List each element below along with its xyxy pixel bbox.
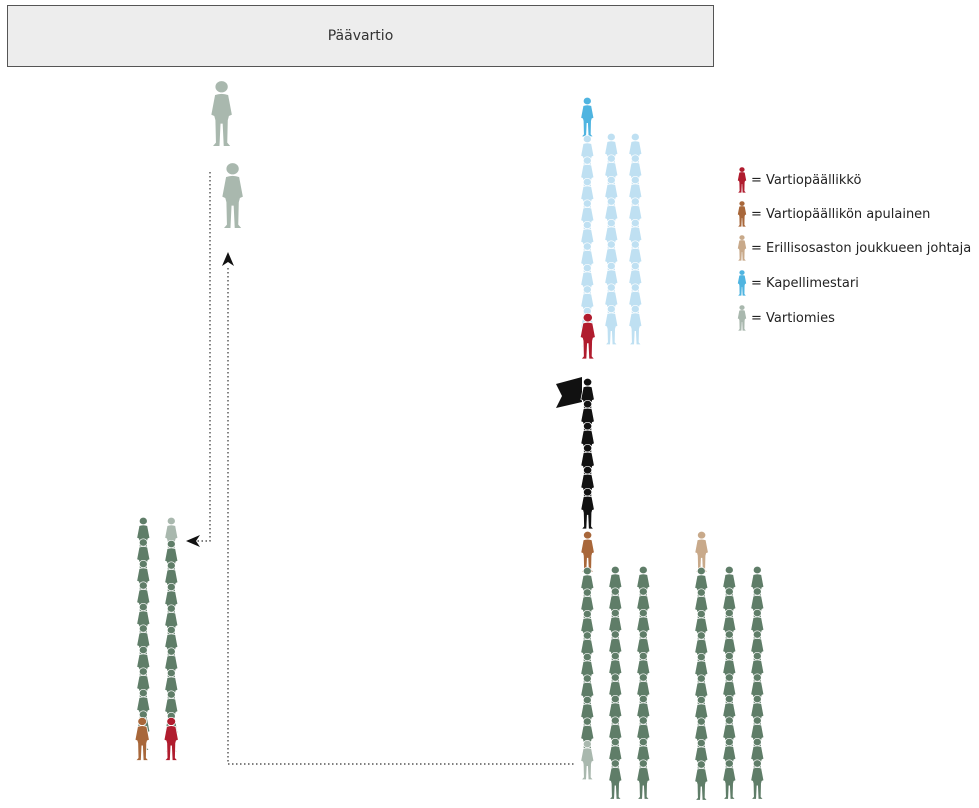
guard-soldier-figure xyxy=(722,759,737,800)
legend-label: = Erillisosaston joukkueen johtaja xyxy=(751,240,972,256)
sentry-figure xyxy=(220,161,245,230)
movement-paths xyxy=(186,172,575,765)
guard-soldier-figure xyxy=(636,759,651,800)
platoon-leader-figure-icon xyxy=(737,235,747,261)
bandmaster-figure-icon xyxy=(737,270,747,296)
commander-figure-icon xyxy=(737,167,747,193)
assistant-figure xyxy=(580,530,596,573)
path-right-block-to-sentry xyxy=(227,268,575,765)
guard-soldier-figure xyxy=(608,759,623,800)
assistant-figure-icon xyxy=(737,201,747,227)
arrow-up-icon xyxy=(222,252,234,266)
legend-item-kapellimestari: = Kapellimestari xyxy=(736,269,859,297)
legend-item-vartiopaallikko: = Vartiopäällikkö xyxy=(736,166,861,194)
legend-label: = Vartiopäällikön apulainen xyxy=(751,206,931,222)
band-member-figure xyxy=(604,304,619,346)
flag-party-figure xyxy=(580,487,596,530)
bandmaster-figure xyxy=(580,96,595,138)
path-sentry-to-left-column xyxy=(196,172,211,542)
legend-label: = Kapellimestari xyxy=(751,275,859,291)
sentry-figure-icon xyxy=(737,305,747,331)
legend-label: = Vartiopäällikkö xyxy=(751,172,862,188)
sentry-figure xyxy=(580,739,595,781)
main-guard-box: Päävartio xyxy=(7,5,714,67)
sentry-figure xyxy=(209,79,234,148)
legend-item-vartiomies: = Vartiomies xyxy=(736,304,835,332)
platoon-leader-figure xyxy=(694,530,710,573)
band-member-figure xyxy=(628,304,643,346)
guard-soldier-figure xyxy=(750,759,765,800)
legend-label: = Vartiomies xyxy=(751,310,835,326)
guard-soldier-figure xyxy=(694,760,709,801)
legend-item-erillisosasto: = Erillisosaston joukkueen johtaja xyxy=(736,234,971,262)
flag-icon xyxy=(556,377,582,408)
main-guard-label: Päävartio xyxy=(327,28,394,44)
formation-figures xyxy=(134,79,765,801)
legend-item-apulainen: = Vartiopäällikön apulainen xyxy=(736,200,930,228)
arrow-left-icon xyxy=(186,535,200,547)
